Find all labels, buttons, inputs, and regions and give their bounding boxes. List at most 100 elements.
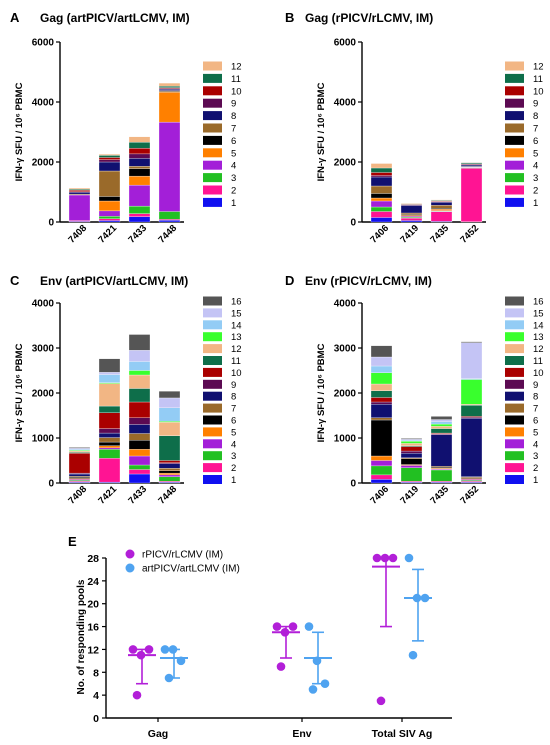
legend-label: 9: [533, 380, 538, 391]
bar-segment: [98, 159, 121, 163]
bar-segment: [98, 154, 121, 156]
data-point: [280, 627, 290, 637]
legend-label: artPICV/artLCMV (IM): [142, 564, 240, 575]
data-point: [128, 645, 138, 654]
legend-swatch: [203, 344, 222, 354]
legend-label: 16: [231, 297, 242, 308]
x-tick-label: 7406: [368, 484, 391, 507]
bar-segment: [158, 460, 181, 463]
bar-segment: [158, 474, 181, 477]
legend-label: 12: [231, 344, 242, 355]
y-tick-label: 4: [93, 690, 99, 702]
bar-segment: [370, 185, 393, 194]
legend-swatch: [203, 173, 222, 183]
bar-segment: [128, 136, 151, 143]
bar-segment: [158, 470, 181, 474]
bar-segment: [430, 416, 453, 420]
x-tick-label: 7433: [126, 484, 149, 507]
legend-swatch: [505, 185, 524, 195]
panel-d: D Env (rPICV/rLCMV, IM) IFN-γ SFU / 10⁶ …: [285, 273, 544, 507]
bar-segment: [128, 424, 151, 434]
legend-label: 6: [231, 416, 236, 427]
y-tick-label: 6000: [334, 38, 357, 49]
legend-swatch: [203, 61, 222, 71]
y-tick-label: 24: [87, 576, 99, 588]
legend-swatch: [203, 308, 222, 318]
x-tick-label: 7433: [126, 223, 149, 246]
y-tick-label: 2000: [32, 158, 55, 169]
bar-segment: [98, 155, 121, 158]
legend-swatch: [203, 98, 222, 108]
data-point: [276, 662, 286, 671]
bar-segment: [98, 449, 121, 459]
legend-swatch: [203, 86, 222, 96]
data-point: [304, 622, 314, 631]
legend-swatch: [203, 463, 222, 473]
data-point: [164, 673, 174, 683]
panel-a: A Gag (artPICV/artLCMV, IM) IFN-γ SFU / …: [10, 10, 242, 246]
x-tick-label: 7408: [66, 223, 89, 246]
legend-label: 1: [533, 475, 538, 486]
bar-segment: [98, 428, 121, 434]
bar-segment: [370, 211, 393, 218]
bar-segment: [68, 450, 91, 453]
bar-segment: [158, 85, 181, 88]
legend-label: 13: [533, 332, 544, 343]
legend-label: 2: [231, 463, 236, 474]
bar-segment: [370, 365, 393, 373]
y-axis-label: IFN-γ SFU / 10⁶ PBMC: [14, 343, 25, 442]
bar-segment: [430, 211, 453, 222]
legend-label: 5: [231, 427, 236, 438]
legend-label: 10: [231, 86, 242, 97]
legend-swatch: [505, 135, 524, 145]
y-tick-label: 12: [87, 644, 99, 656]
data-point: [380, 553, 390, 563]
bar-segment: [400, 467, 423, 482]
bar-segment: [370, 397, 393, 403]
bar-segment: [400, 450, 423, 454]
legend-swatch: [203, 367, 222, 377]
bar-segment: [98, 458, 121, 483]
bar-segment: [68, 187, 91, 190]
bar-segment: [370, 345, 393, 358]
legend-label: 8: [231, 392, 236, 403]
bar-segment: [370, 356, 393, 367]
bar-segment: [370, 474, 393, 480]
legend-label: 3: [231, 451, 236, 462]
bar-segment: [98, 216, 121, 219]
legend-label: 5: [533, 148, 538, 159]
legend-label: 9: [231, 380, 236, 391]
legend-label: 4: [231, 439, 236, 450]
legend-swatch: [505, 73, 524, 83]
x-tick-label: 7421: [96, 222, 119, 245]
bar-segment: [158, 121, 181, 212]
y-tick-label: 20: [87, 599, 99, 611]
bar-segment: [158, 397, 181, 409]
panel-letter: A: [10, 10, 20, 25]
bar-segment: [370, 172, 393, 176]
bar-segment: [128, 142, 151, 149]
y-tick-label: 4000: [32, 98, 55, 109]
bar-segment: [128, 153, 151, 159]
x-tick-label: 7421: [96, 483, 119, 506]
bar-segment: [400, 443, 423, 446]
data-point: [408, 650, 418, 660]
legend-label: 8: [533, 392, 538, 403]
bar-segment: [98, 447, 121, 450]
bar-segment: [460, 404, 483, 417]
y-tick-label: 0: [350, 218, 356, 229]
bar-segment: [370, 176, 393, 187]
bar-segment: [430, 421, 453, 425]
bar-segment: [460, 341, 483, 343]
legend-swatch: [203, 185, 222, 195]
bar-segment: [98, 432, 121, 438]
legend-label: 7: [533, 404, 538, 415]
legend-label: 10: [231, 368, 242, 379]
legend-label: 3: [533, 451, 538, 462]
y-tick-label: 28: [87, 553, 99, 565]
data-point: [412, 593, 422, 603]
bar-segment: [128, 433, 151, 441]
bar-segment: [400, 438, 423, 440]
